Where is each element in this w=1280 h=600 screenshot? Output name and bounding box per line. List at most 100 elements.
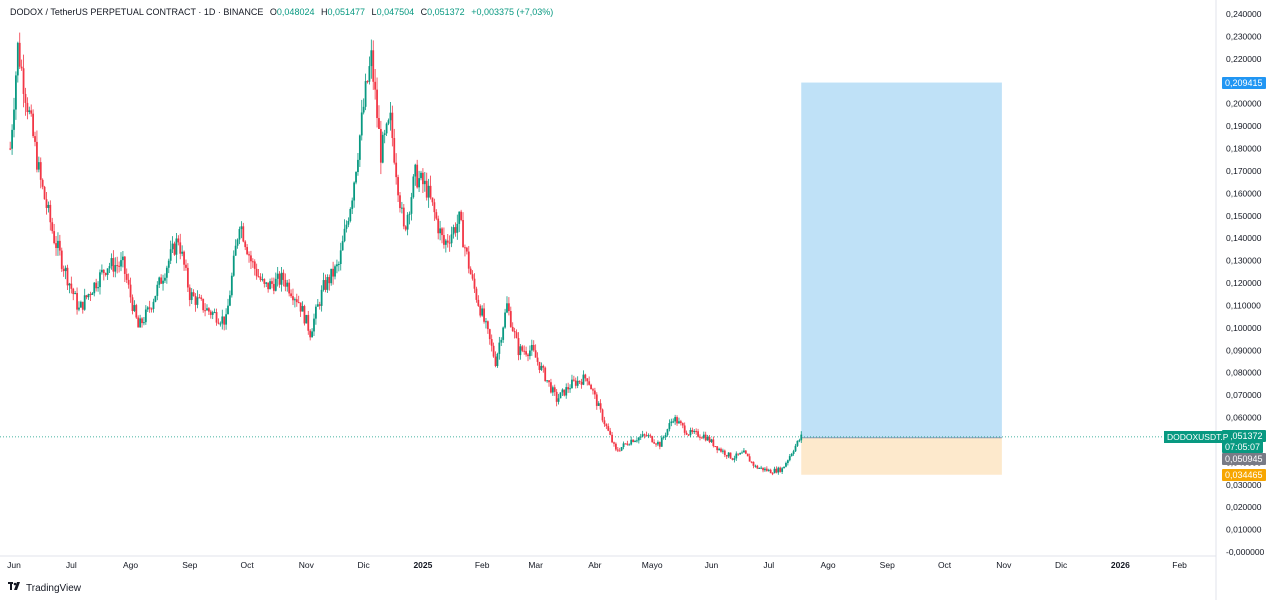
x-tick-label: Dic	[1055, 560, 1068, 570]
candle-body	[443, 235, 445, 245]
candle	[567, 382, 570, 393]
tradingview-brand[interactable]: TradingView	[8, 582, 81, 594]
candle	[114, 257, 117, 278]
candle-body	[483, 308, 485, 322]
candle-body	[253, 261, 256, 269]
candle-body	[293, 299, 296, 301]
candle-body	[20, 66, 23, 69]
candle-body	[439, 228, 442, 234]
candle	[496, 352, 499, 368]
candle	[592, 387, 594, 395]
candle-body	[416, 164, 419, 188]
candle-body	[251, 261, 254, 263]
candle-body	[34, 136, 36, 142]
candle-body	[248, 254, 250, 256]
candle	[479, 304, 482, 318]
candle	[227, 298, 229, 315]
candle-body	[670, 421, 673, 424]
candle-body	[599, 403, 602, 410]
candle-body	[36, 141, 38, 170]
candle	[494, 351, 497, 368]
x-tick-label: 2025	[413, 560, 432, 570]
candle	[91, 291, 94, 295]
candle-body	[53, 231, 56, 244]
candle-body	[706, 436, 709, 441]
candle	[786, 459, 789, 466]
candle	[276, 266, 279, 287]
candle	[293, 297, 296, 308]
candle-body	[681, 423, 684, 426]
candle-body	[628, 444, 631, 446]
candle-body	[217, 322, 220, 324]
target-zone[interactable]	[801, 82, 1002, 438]
candle-body	[683, 425, 686, 433]
stop-price-tag: 0,034465	[1222, 468, 1266, 481]
candle-body	[645, 434, 648, 436]
candle-body	[144, 309, 147, 323]
candle	[765, 466, 768, 472]
candle	[204, 303, 206, 317]
candle-body	[404, 226, 407, 230]
candle	[183, 250, 185, 271]
candle	[404, 225, 407, 232]
candle	[678, 417, 680, 424]
candle-body	[523, 350, 526, 352]
candle-body	[486, 321, 489, 330]
candle-body	[798, 440, 801, 442]
candle-body	[286, 282, 289, 287]
candle	[232, 250, 235, 277]
candle	[334, 264, 336, 280]
candle	[47, 201, 50, 213]
candle	[167, 258, 170, 274]
candle	[456, 214, 459, 240]
candle	[389, 102, 392, 131]
y-tick-label: 0,190000	[1226, 121, 1262, 131]
candle	[532, 340, 535, 352]
candle	[467, 245, 470, 274]
candle	[305, 314, 308, 324]
candle	[221, 309, 224, 330]
candle	[328, 274, 331, 291]
candle-body	[723, 450, 726, 456]
candle-body	[116, 265, 119, 267]
candle-body	[343, 228, 346, 242]
candle	[395, 153, 398, 185]
stop-zone[interactable]	[801, 437, 1002, 475]
candle-body	[129, 284, 132, 298]
candle-body	[584, 374, 587, 379]
candle-body	[383, 133, 386, 135]
candle-body	[689, 430, 692, 436]
candle-body	[792, 451, 795, 454]
candle-body	[378, 118, 380, 129]
candle-body	[593, 390, 596, 395]
candle	[326, 274, 329, 293]
candle-body	[148, 307, 151, 309]
candle-body	[393, 138, 396, 163]
candle	[143, 317, 145, 326]
candle	[681, 422, 684, 429]
candle-body	[181, 251, 184, 254]
candle	[557, 393, 560, 405]
candle	[733, 455, 736, 463]
candle-body	[227, 305, 229, 315]
candle-body	[360, 112, 363, 136]
candle	[722, 448, 724, 454]
candle	[754, 464, 757, 468]
candle	[315, 304, 317, 325]
candle	[658, 441, 661, 450]
x-tick-label: Oct	[938, 560, 952, 570]
change-value: +0,003375 (+7,03%)	[471, 7, 554, 17]
candle-body	[687, 434, 690, 436]
open-label: O	[269, 7, 277, 17]
candle	[764, 467, 766, 472]
candle	[246, 244, 249, 256]
x-tick-label: Feb	[1172, 560, 1187, 570]
candle	[794, 443, 797, 453]
y-tick-label: 0,180000	[1226, 144, 1262, 154]
candle-body	[114, 265, 117, 272]
candle	[670, 418, 673, 427]
candle	[188, 284, 191, 307]
candle-body	[429, 185, 432, 198]
candle	[536, 352, 539, 366]
